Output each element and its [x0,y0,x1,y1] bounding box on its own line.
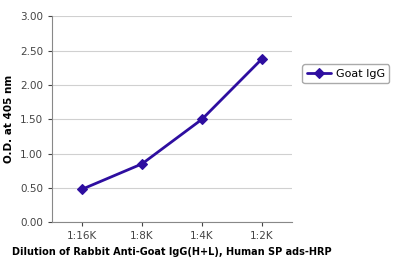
Goat IgG [80,188,84,191]
Legend: Goat IgG: Goat IgG [302,64,389,83]
Y-axis label: O.D. at 405 nm: O.D. at 405 nm [4,75,14,163]
Line: Goat IgG: Goat IgG [78,55,266,193]
Goat IgG [200,118,204,121]
X-axis label: Dilution of Rabbit Anti-Goat IgG(H+L), Human SP ads-HRP: Dilution of Rabbit Anti-Goat IgG(H+L), H… [12,247,332,257]
Goat IgG [260,57,264,60]
Goat IgG [140,162,144,166]
